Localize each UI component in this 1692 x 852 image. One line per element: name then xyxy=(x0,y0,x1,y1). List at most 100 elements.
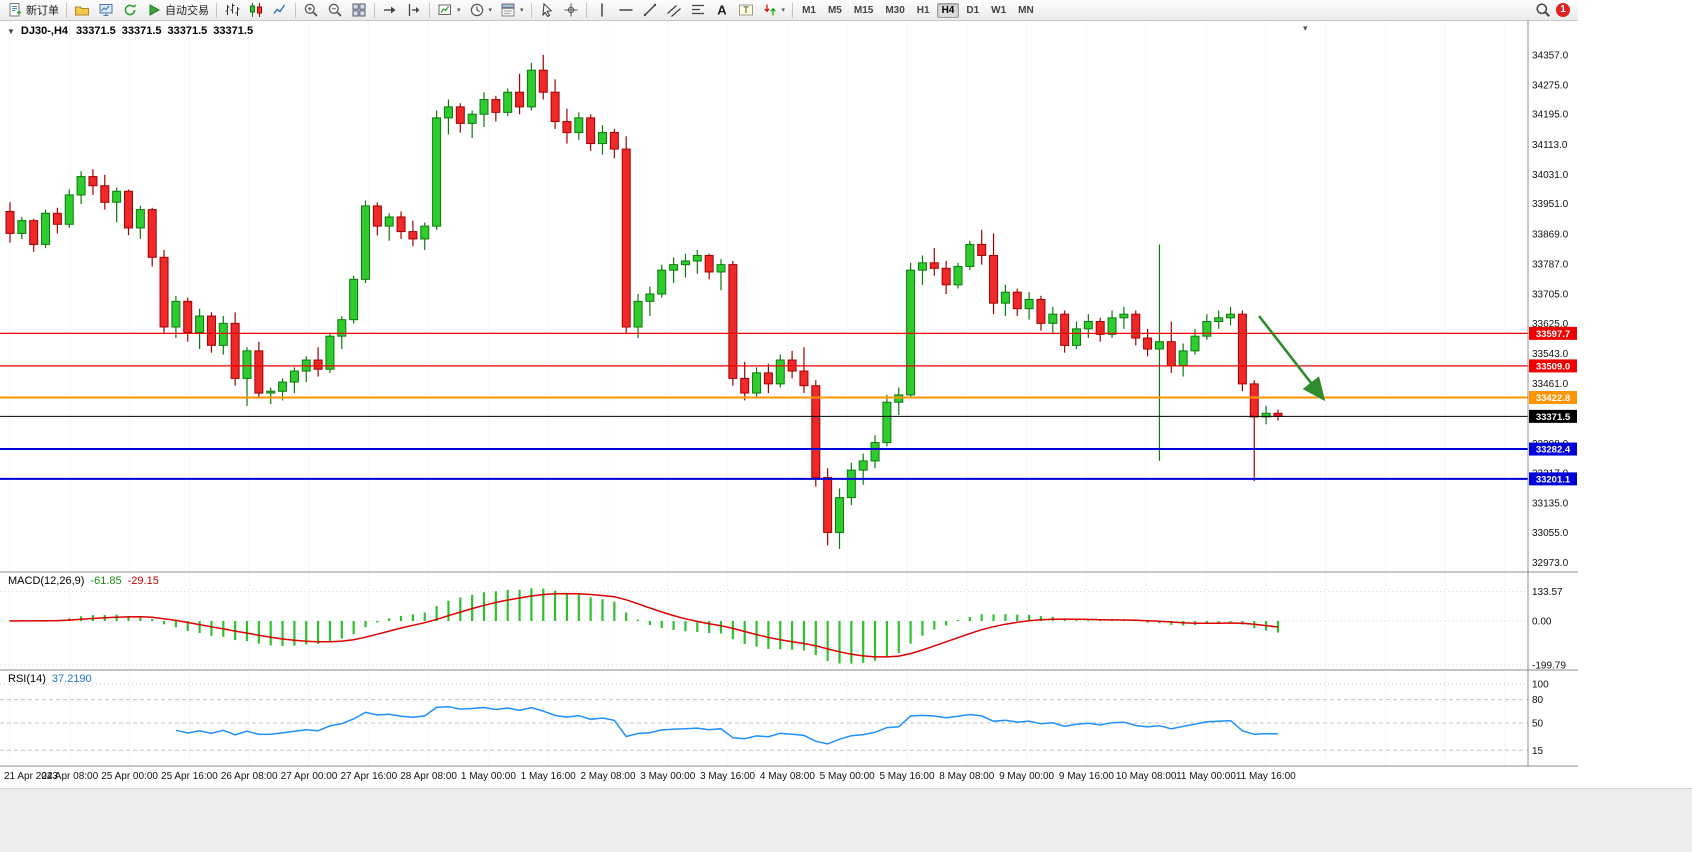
crosshair-icon xyxy=(563,2,579,18)
high-value: 33371.5 xyxy=(121,25,162,37)
notification-badge[interactable]: 1 xyxy=(1556,3,1570,17)
text-button[interactable]: A xyxy=(710,0,734,21)
crosshair-button[interactable] xyxy=(559,0,583,21)
svg-text:33461.0: 33461.0 xyxy=(1532,379,1569,390)
macd-signal-value: -29.15 xyxy=(127,575,159,587)
mt4-window: 新订单 自动交易 ▾ ▾ ▾ A T ▾ M1 M5 M15 M30 H1 H4 D1 W1 MN 1 3435… xyxy=(0,0,1578,788)
chart-window: 34357.0 34275.0 34195.0 34113.0 34031.0 33951… xyxy=(0,21,1578,788)
svg-text:11 May 16:00: 11 May 16:00 xyxy=(1236,771,1296,782)
ohlc-collapse-icon[interactable]: ▼ xyxy=(7,26,15,36)
toolbar-separator xyxy=(530,2,532,18)
new-order-label: 新订单 xyxy=(26,5,59,17)
timeframe-mn[interactable]: MN xyxy=(1018,4,1034,16)
horizontal-line-button[interactable] xyxy=(614,0,638,21)
price-axis[interactable]: 34357.0 34275.0 34195.0 34113.0 34031.0 33951… xyxy=(1532,50,1569,757)
symbol-period-label: DJ30-,H4 xyxy=(20,25,68,37)
market-watch-button[interactable] xyxy=(94,0,118,21)
svg-text:T: T xyxy=(743,5,749,15)
tile-windows-icon xyxy=(351,2,367,18)
svg-text:26 Apr 08:00: 26 Apr 08:00 xyxy=(221,771,278,782)
macd-main-value: -61.85 xyxy=(90,575,122,587)
vertical-line-button[interactable] xyxy=(590,0,614,21)
low-value: 33371.5 xyxy=(167,25,208,37)
new-chart-button[interactable]: ▾ xyxy=(433,0,465,21)
timeframe-h4[interactable]: H4 xyxy=(936,2,960,18)
svg-text:1 May 00:00: 1 May 00:00 xyxy=(461,771,516,782)
svg-text:27 Apr 00:00: 27 Apr 00:00 xyxy=(281,771,338,782)
svg-text:33951.0: 33951.0 xyxy=(1532,199,1569,210)
templates-button[interactable]: ▾ xyxy=(496,0,528,21)
svg-text:-199.79: -199.79 xyxy=(1532,660,1566,671)
svg-text:3 May 16:00: 3 May 16:00 xyxy=(700,771,755,782)
svg-text:33371.5: 33371.5 xyxy=(1536,412,1571,423)
chart-shift-icon xyxy=(406,2,422,18)
fibonacci-icon xyxy=(690,2,706,18)
macd-panel xyxy=(8,588,1280,664)
timeframe-m5[interactable]: M5 xyxy=(827,4,842,16)
bar-chart-icon xyxy=(224,2,240,18)
auto-scroll-button[interactable] xyxy=(378,0,402,21)
arrows-icon xyxy=(762,2,778,18)
new-order-button[interactable]: 新订单 xyxy=(3,0,63,21)
svg-text:34275.0: 34275.0 xyxy=(1532,80,1569,91)
candles xyxy=(5,54,1283,549)
vertical-line-icon xyxy=(594,2,610,18)
trendline-button[interactable] xyxy=(638,0,662,21)
autotrading-button[interactable]: 自动交易 xyxy=(142,0,213,21)
fibonacci-button[interactable] xyxy=(686,0,710,21)
timeframe-m30[interactable]: M30 xyxy=(885,4,905,16)
profiles-icon xyxy=(74,2,90,18)
close-value: 33371.5 xyxy=(213,25,254,37)
svg-text:28 Apr 08:00: 28 Apr 08:00 xyxy=(400,771,457,782)
candlestick-chart-button[interactable] xyxy=(244,0,268,21)
timeframe-m15[interactable]: M15 xyxy=(853,4,874,16)
zoom-out-button[interactable] xyxy=(323,0,347,21)
refresh-button[interactable] xyxy=(118,0,142,21)
timeframe-d1[interactable]: D1 xyxy=(966,4,980,16)
toolbar-separator xyxy=(216,2,217,18)
candlestick-chart-icon xyxy=(248,2,264,18)
svg-text:3 May 00:00: 3 May 00:00 xyxy=(640,771,695,782)
cursor-button[interactable] xyxy=(535,0,559,21)
svg-text:33625.0: 33625.0 xyxy=(1532,319,1569,330)
svg-text:34031.0: 34031.0 xyxy=(1532,170,1569,181)
svg-text:9 May 00:00: 9 May 00:00 xyxy=(999,771,1054,782)
timeframe-h1[interactable]: H1 xyxy=(916,4,930,16)
svg-text:33787.0: 33787.0 xyxy=(1532,259,1569,270)
toolbar-separator xyxy=(295,2,296,18)
macd-label: MACD(12,26,9) xyxy=(8,575,85,587)
search-icon[interactable] xyxy=(1535,2,1551,18)
svg-text:34357.0: 34357.0 xyxy=(1532,50,1569,61)
toolbar-separator xyxy=(66,2,67,18)
chevron-down-icon: ▾ xyxy=(781,7,786,14)
equidistant-channel-button[interactable] xyxy=(662,0,686,21)
periods-button[interactable]: ▾ xyxy=(465,0,497,21)
svg-text:8 May 08:00: 8 May 08:00 xyxy=(939,771,994,782)
arrows-button[interactable]: ▾ xyxy=(758,0,790,21)
horizontal-lines[interactable] xyxy=(0,332,1528,480)
rsi-panel xyxy=(175,705,1279,745)
timeframe-w1[interactable]: W1 xyxy=(991,4,1007,16)
line-chart-button[interactable] xyxy=(268,0,292,21)
profiles-button[interactable] xyxy=(70,0,94,21)
trend-arrow-annotation xyxy=(1257,315,1326,402)
svg-text:33055.0: 33055.0 xyxy=(1532,528,1569,539)
tile-windows-button[interactable] xyxy=(347,0,371,21)
candlestick-chart[interactable]: 34357.0 34275.0 34195.0 34113.0 34031.0 33951… xyxy=(0,21,1578,788)
svg-text:11 May 00:00: 11 May 00:00 xyxy=(1176,771,1236,782)
zoom-in-button[interactable] xyxy=(299,0,323,21)
bar-chart-button[interactable] xyxy=(220,0,244,21)
svg-text:32973.0: 32973.0 xyxy=(1532,558,1569,569)
svg-text:33543.0: 33543.0 xyxy=(1532,349,1569,360)
new-order-icon xyxy=(7,2,23,18)
zoom-out-icon xyxy=(327,2,343,18)
templates-icon xyxy=(500,2,516,18)
timeframe-m1[interactable]: M1 xyxy=(802,4,816,16)
text-label-button[interactable]: T xyxy=(734,0,758,21)
svg-text:34113.0: 34113.0 xyxy=(1532,140,1568,151)
svg-text:10 May 08:00: 10 May 08:00 xyxy=(1116,771,1177,782)
chevron-down-icon: ▾ xyxy=(520,7,524,14)
chart-shift-button[interactable] xyxy=(402,0,426,21)
